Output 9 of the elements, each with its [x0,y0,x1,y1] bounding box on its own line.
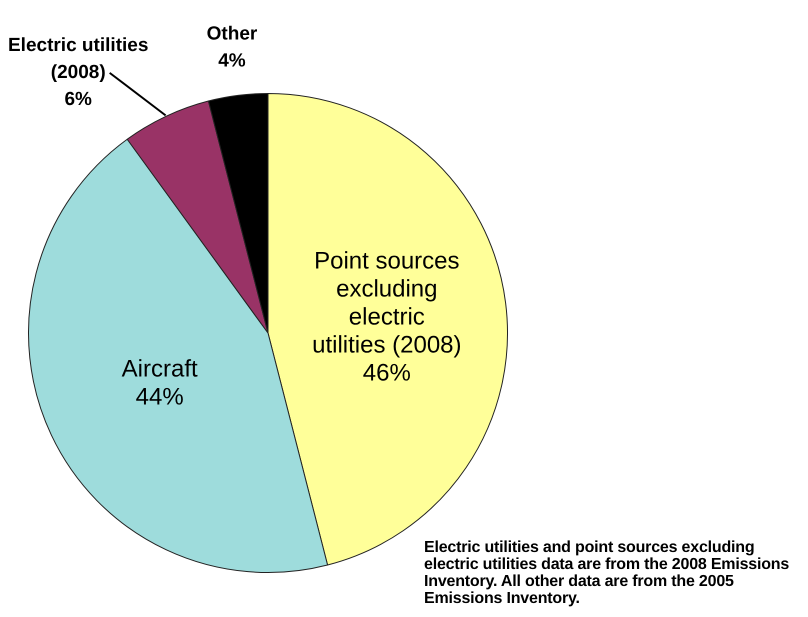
slice-label: Electric utilities (2008) [8,35,148,84]
slice-label: Other [206,24,258,44]
data-label: 46% [362,360,411,387]
slice-label: Point sources excluding electric utilities (2008) [312,248,462,359]
data-label: 6% [64,89,92,110]
data-label: 44% [136,384,184,411]
text: Electric utilities and point sources excluding electric utilities data are from the 2008 Emissions Inventory. All other data are from the 2005 Emissions Inventory. [424,539,790,607]
data-label: 4% [218,50,246,72]
slice-label: Aircraft [122,356,198,383]
